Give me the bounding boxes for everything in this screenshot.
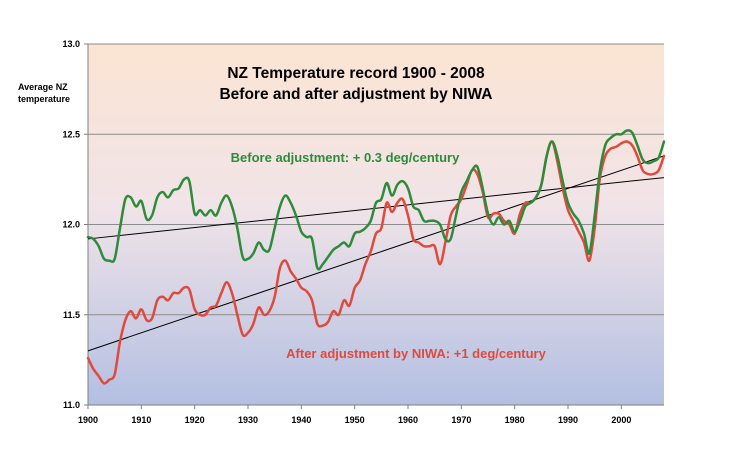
after-adjustment-line — [86, 140, 666, 385]
after-trend-line — [87, 155, 665, 352]
y-tick-labels: 11.0 11.5 12.0 12.5 13.0 — [62, 39, 80, 410]
x-tick-labels: 1900 1910 1920 1930 1940 1950 1960 1970 1980 1990… — [78, 415, 631, 425]
x-tick-label: 2000 — [611, 415, 631, 425]
x-tick-label: 1990 — [558, 415, 578, 425]
y-tick-label: 12.0 — [62, 220, 80, 230]
trend-lines — [87, 155, 665, 352]
before-adjustment-annotation: Before adjustment: + 0.3 deg/century — [231, 150, 460, 165]
y-axis-label-line1: Average NZ — [18, 82, 68, 92]
x-tick-label: 1930 — [238, 415, 258, 425]
x-tick-label: 1980 — [505, 415, 525, 425]
before-adjustment-line — [86, 129, 666, 271]
y-tick-label: 11.5 — [63, 310, 80, 320]
x-tick-label: 1900 — [78, 415, 98, 425]
before-trend-line — [87, 177, 665, 240]
x-tick-label: 1970 — [451, 415, 471, 425]
x-tick-label: 1920 — [185, 415, 205, 425]
y-axis-label-line2: temperature — [18, 94, 70, 104]
after-adjustment-annotation: After adjustment by NIWA: +1 deg/century — [286, 346, 546, 361]
series-lines — [86, 129, 666, 385]
x-tick-label: 1950 — [345, 415, 365, 425]
x-tick-label: 1940 — [291, 415, 311, 425]
y-tick-label: 11.0 — [63, 400, 80, 410]
gridlines — [88, 43, 664, 316]
chart-title-line2: Before and after adjustment by NIWA — [219, 86, 492, 103]
chart-title-line1: NZ Temperature record 1900 - 2008 — [227, 65, 485, 82]
axes — [84, 43, 664, 409]
y-tick-label: 12.5 — [62, 129, 80, 139]
x-tick-label: 1910 — [131, 415, 151, 425]
y-tick-label: 13.0 — [62, 39, 80, 49]
x-tick-label: 1960 — [398, 415, 418, 425]
